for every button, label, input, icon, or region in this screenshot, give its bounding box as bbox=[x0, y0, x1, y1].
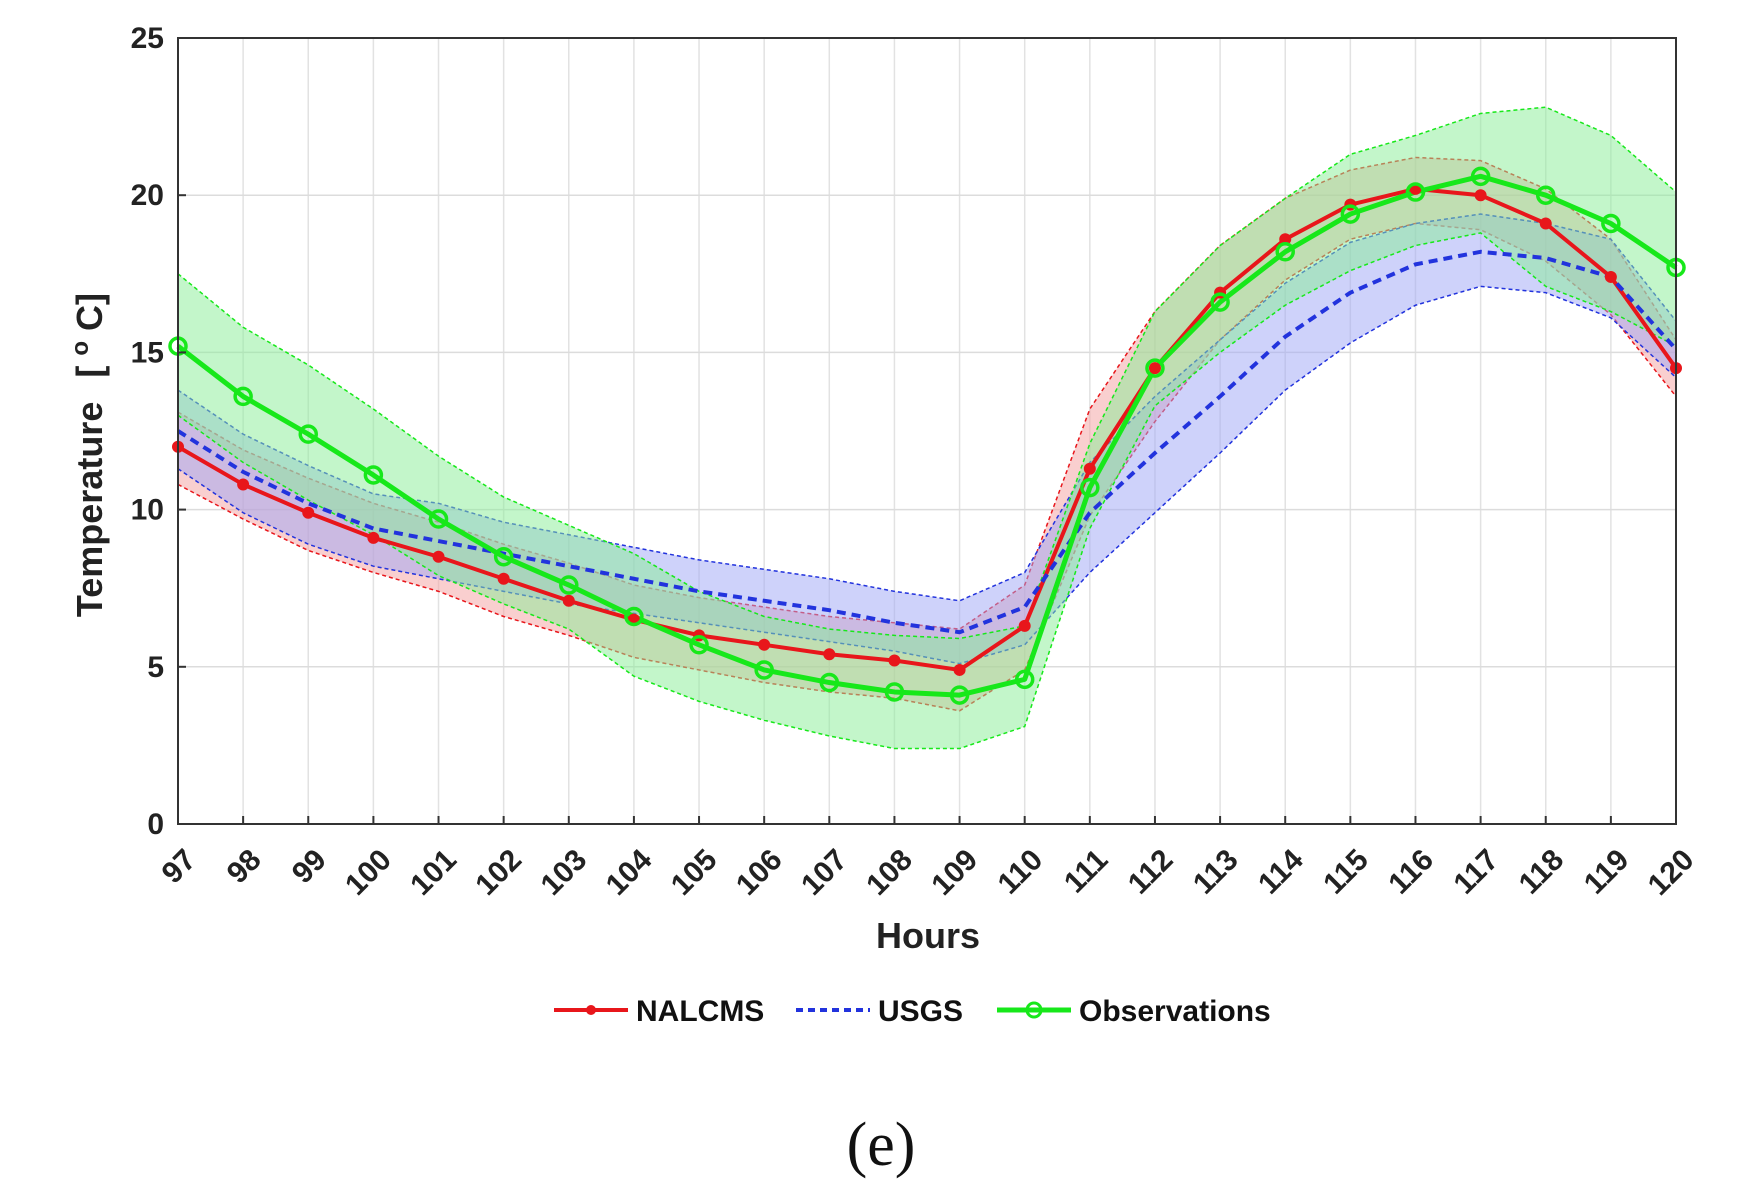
point-nalcms bbox=[1539, 217, 1552, 230]
y-axis-ticks: 0 5 10 15 20 25 bbox=[131, 22, 186, 841]
x-tick-label: 109 bbox=[925, 843, 984, 902]
y-axis-label-unit-close: C] bbox=[69, 293, 110, 331]
x-tick-label: 120 bbox=[1642, 843, 1701, 902]
point-nalcms bbox=[302, 506, 315, 519]
x-tick-label: 105 bbox=[665, 843, 724, 902]
x-tick-label: 106 bbox=[730, 843, 789, 902]
point-observations bbox=[1210, 292, 1230, 312]
point-nalcms bbox=[432, 550, 445, 563]
point-nalcms bbox=[1083, 462, 1096, 475]
band-upper-observations bbox=[177, 106, 1677, 640]
point-nalcms bbox=[237, 478, 250, 491]
legend-nalcms-marker bbox=[586, 1005, 596, 1015]
point-observations bbox=[1601, 213, 1621, 234]
x-tick-label: 113 bbox=[1187, 843, 1245, 901]
x-tick-label: 117 bbox=[1448, 843, 1506, 901]
x-tick-label: 119 bbox=[1578, 843, 1636, 901]
point-observations bbox=[1080, 477, 1100, 498]
point-observations bbox=[428, 509, 449, 529]
point-nalcms bbox=[823, 648, 836, 661]
x-tick-label: 115 bbox=[1317, 843, 1375, 901]
legend-observations-marker bbox=[1025, 1001, 1043, 1019]
point-observations bbox=[1470, 166, 1491, 187]
y-tick-label: 0 bbox=[147, 808, 164, 841]
point-observations bbox=[819, 672, 840, 693]
point-nalcms bbox=[562, 594, 575, 607]
point-observations bbox=[949, 685, 970, 705]
x-tick-label: 97 bbox=[156, 843, 203, 890]
x-tick-label: 114 bbox=[1252, 843, 1310, 901]
y-axis-label-main: Temperature bbox=[69, 402, 110, 617]
point-observations bbox=[1014, 669, 1035, 690]
plot-frame bbox=[177, 37, 1677, 825]
point-observations bbox=[559, 575, 579, 595]
x-tick-label: 116 bbox=[1382, 843, 1440, 901]
point-observations bbox=[1145, 358, 1165, 378]
point-observations bbox=[1275, 242, 1295, 262]
y-axis-label-degree: o bbox=[67, 341, 94, 356]
point-nalcms bbox=[1018, 619, 1031, 632]
x-tick-label: 118 bbox=[1513, 843, 1571, 901]
point-observations bbox=[624, 606, 644, 627]
y-tick-label: 25 bbox=[131, 22, 164, 55]
x-tick-label: 102 bbox=[469, 843, 528, 902]
x-tick-label: 99 bbox=[286, 843, 333, 890]
legend-usgs-label: USGS bbox=[878, 995, 963, 1028]
point-observations bbox=[689, 635, 709, 655]
x-tick-label: 112 bbox=[1122, 843, 1180, 901]
point-observations bbox=[884, 682, 905, 702]
point-nalcms bbox=[1279, 233, 1292, 246]
band-observations bbox=[178, 107, 1676, 749]
legend-nalcms-label: NALCMS bbox=[636, 995, 764, 1028]
x-axis-label: Hours bbox=[876, 915, 980, 956]
point-observations bbox=[233, 386, 253, 407]
figure-caption: (e) bbox=[847, 1111, 916, 1179]
x-tick-label: 110 bbox=[992, 843, 1050, 901]
band-lower-observations bbox=[177, 232, 1677, 750]
legend-observations-label: Observations bbox=[1079, 995, 1271, 1028]
point-nalcms bbox=[758, 638, 771, 651]
y-tick-label: 5 bbox=[147, 651, 164, 684]
x-tick-label: 104 bbox=[600, 843, 659, 902]
x-tick-label: 108 bbox=[860, 843, 919, 902]
point-nalcms bbox=[1148, 362, 1161, 375]
point-nalcms bbox=[367, 531, 380, 544]
point-nalcms bbox=[497, 572, 510, 585]
line-usgs bbox=[176, 249, 1678, 635]
legend: NALCMS USGS Observations bbox=[554, 995, 1271, 1028]
line-observations bbox=[176, 173, 1678, 698]
point-nalcms bbox=[1474, 189, 1487, 202]
point-observations bbox=[298, 424, 319, 444]
y-axis-label-unit-open: [ bbox=[69, 366, 110, 378]
x-tick-label: 103 bbox=[535, 843, 594, 902]
point-observations bbox=[1340, 204, 1361, 224]
x-tick-label: 100 bbox=[339, 843, 398, 902]
point-nalcms bbox=[888, 654, 901, 667]
x-tick-label: 98 bbox=[221, 843, 268, 890]
point-observations bbox=[363, 465, 384, 485]
y-axis-label: Temperature [ o C] bbox=[55, 293, 110, 617]
y-tick-label: 15 bbox=[131, 336, 164, 369]
y-tick-label: 20 bbox=[131, 179, 164, 212]
point-nalcms bbox=[953, 663, 966, 676]
point-observations bbox=[1535, 185, 1556, 205]
x-tick-label: 107 bbox=[795, 843, 854, 902]
y-tick-label: 10 bbox=[131, 494, 164, 527]
series-lines bbox=[176, 173, 1678, 698]
series-markers bbox=[168, 166, 1686, 705]
uncertainty-bands bbox=[177, 106, 1677, 750]
x-tick-label: 111 bbox=[1058, 843, 1114, 899]
point-observations bbox=[1405, 182, 1426, 202]
x-axis-ticks: 97 98 99 100 101 102 103 104 105 106 107 108 109 110 1… bbox=[156, 816, 1701, 902]
point-observations bbox=[754, 660, 774, 680]
x-tick-label: 101 bbox=[404, 843, 463, 902]
point-observations bbox=[493, 547, 514, 567]
point-nalcms bbox=[1604, 270, 1617, 283]
